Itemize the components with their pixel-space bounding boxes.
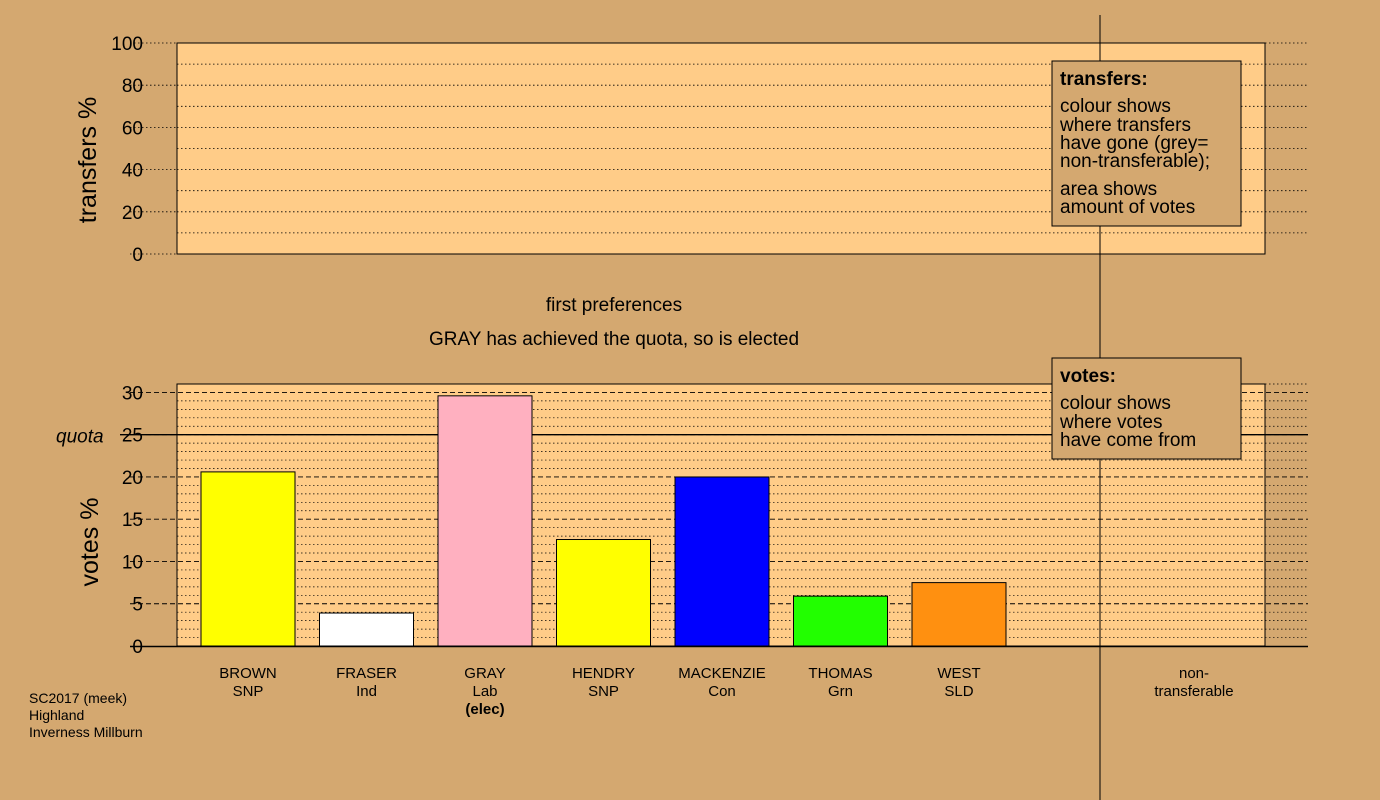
- transfers-legend-line: where transfers: [1059, 115, 1191, 136]
- transfers-tick-label: 0: [132, 245, 143, 266]
- transfers-y-ticks: 0 20 40 60 80 100: [111, 34, 177, 266]
- candidate-status: (elec): [465, 701, 504, 718]
- nontransferable-label-line2: transferable: [1154, 683, 1233, 700]
- candidate-name: FRASER: [336, 665, 397, 682]
- vote-bar: [200, 471, 296, 647]
- vote-bar: [319, 612, 414, 647]
- votes-tick-label: 25: [122, 426, 143, 447]
- candidate-party: Con: [708, 683, 736, 700]
- transfers-legend-title: transfers:: [1060, 69, 1148, 90]
- votes-axis-title: votes %: [76, 498, 104, 587]
- transfers-legend-line: have gone (grey=: [1060, 133, 1208, 154]
- votes-tick-label: 10: [122, 552, 143, 573]
- candidate-name: HENDRY: [572, 665, 635, 682]
- vote-bar: [556, 539, 651, 647]
- candidate-name: THOMAS: [808, 665, 872, 682]
- transfers-tick-label: 80: [122, 76, 143, 97]
- candidate-party: Grn: [828, 683, 853, 700]
- transfers-legend: transfers: colour shows where transfers …: [1051, 60, 1242, 227]
- footer: SC2017 (meek) Highland Inverness Millbur…: [29, 690, 143, 740]
- candidate-labels: BROWNSNPFRASERIndGRAYLab(elec)HENDRYSNPM…: [219, 665, 980, 718]
- candidate-party: SNP: [233, 683, 264, 700]
- candidate-name: BROWN: [219, 665, 277, 682]
- votes-tick-label: 5: [132, 595, 143, 616]
- transfers-gridlines: [177, 42, 1308, 234]
- transfers-tick-label: 100: [111, 34, 143, 55]
- transfers-legend-line: area shows: [1060, 179, 1157, 200]
- nontransferable-label-line1: non-: [1179, 665, 1209, 682]
- candidate-name: GRAY: [464, 665, 505, 682]
- votes-legend-title: votes:: [1060, 366, 1116, 387]
- vote-bar: [674, 476, 770, 647]
- vote-bar: [911, 582, 1007, 647]
- candidate-party: Lab: [472, 683, 497, 700]
- transfers-axis-title: transfers %: [74, 97, 102, 223]
- transfers-legend-line: colour shows: [1060, 96, 1171, 117]
- candidate-party: Ind: [356, 683, 377, 700]
- candidate-party: SNP: [588, 683, 619, 700]
- candidate-name: MACKENZIE: [678, 665, 766, 682]
- transfers-tick-label: 20: [122, 203, 143, 224]
- footer-election: SC2017 (meek): [29, 690, 127, 706]
- votes-legend-line: colour shows: [1060, 393, 1171, 414]
- votes-bars: [200, 395, 1007, 647]
- votes-tick-label: 30: [122, 383, 143, 404]
- vote-bar: [793, 595, 888, 647]
- vote-bar: [437, 395, 533, 647]
- votes-y-ticks: 0 5 10 15 20 25 30: [122, 383, 143, 658]
- votes-tick-label: 15: [122, 510, 143, 531]
- footer-ward: Inverness Millburn: [29, 724, 143, 740]
- candidate-party: SLD: [944, 683, 973, 700]
- votes-legend-line: have come from: [1060, 430, 1196, 451]
- transfers-tick-label: 40: [122, 161, 143, 182]
- transfers-legend-line: amount of votes: [1060, 197, 1195, 218]
- status-message: GRAY has achieved the quota, so is elect…: [429, 329, 799, 350]
- candidate-name: WEST: [937, 665, 980, 682]
- votes-legend-box: [1051, 357, 1242, 460]
- votes-tick-label: 0: [132, 637, 143, 658]
- transfers-legend-line: non-transferable);: [1060, 151, 1210, 172]
- stage-label: first preferences: [546, 295, 682, 316]
- transfers-tick-label: 60: [122, 118, 143, 139]
- votes-legend: votes: colour shows where votes have com…: [1051, 357, 1242, 460]
- votes-legend-line: where votes: [1059, 412, 1162, 433]
- transfers-legend-box: [1051, 60, 1242, 227]
- footer-council: Highland: [29, 707, 84, 723]
- votes-tick-label: 20: [122, 468, 143, 489]
- quota-label: quota: [56, 427, 104, 448]
